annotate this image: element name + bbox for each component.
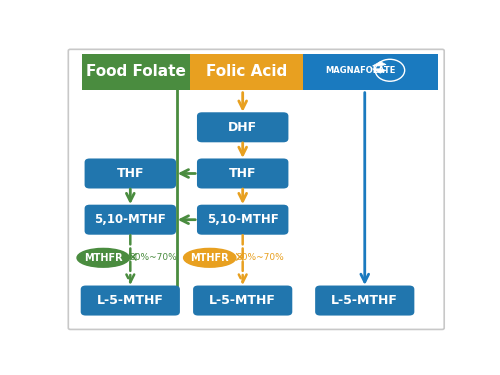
FancyBboxPatch shape <box>193 285 292 315</box>
FancyBboxPatch shape <box>80 285 180 315</box>
Text: L-5-MTHF: L-5-MTHF <box>97 294 164 307</box>
Ellipse shape <box>184 248 236 267</box>
FancyBboxPatch shape <box>84 159 176 189</box>
FancyBboxPatch shape <box>303 54 438 90</box>
FancyBboxPatch shape <box>197 205 288 235</box>
FancyBboxPatch shape <box>197 112 288 142</box>
Text: MTHFR: MTHFR <box>190 253 229 263</box>
FancyBboxPatch shape <box>190 54 303 90</box>
FancyBboxPatch shape <box>82 54 190 90</box>
Text: ✕: ✕ <box>126 251 138 265</box>
Ellipse shape <box>77 248 130 267</box>
FancyBboxPatch shape <box>84 205 176 235</box>
Text: THF: THF <box>116 167 144 180</box>
Text: ✕: ✕ <box>233 251 244 265</box>
Text: Folic Acid: Folic Acid <box>206 64 287 79</box>
FancyBboxPatch shape <box>68 50 444 329</box>
Text: L-5-MTHF: L-5-MTHF <box>332 294 398 307</box>
Text: MTHFR: MTHFR <box>84 253 122 263</box>
FancyBboxPatch shape <box>197 159 288 189</box>
Text: 5,10-MTHF: 5,10-MTHF <box>207 213 279 226</box>
Text: 30%~70%: 30%~70% <box>130 253 178 262</box>
Polygon shape <box>372 69 386 73</box>
Text: 30%~70%: 30%~70% <box>236 253 284 262</box>
Text: MAGNAFOLATE: MAGNAFOLATE <box>326 66 396 75</box>
Text: DHF: DHF <box>228 121 257 134</box>
Polygon shape <box>372 62 386 66</box>
Text: THF: THF <box>229 167 256 180</box>
Text: 5,10-MTHF: 5,10-MTHF <box>94 213 166 226</box>
Text: Food Folate: Food Folate <box>86 64 186 79</box>
Text: L-5-MTHF: L-5-MTHF <box>209 294 276 307</box>
FancyBboxPatch shape <box>315 285 414 315</box>
